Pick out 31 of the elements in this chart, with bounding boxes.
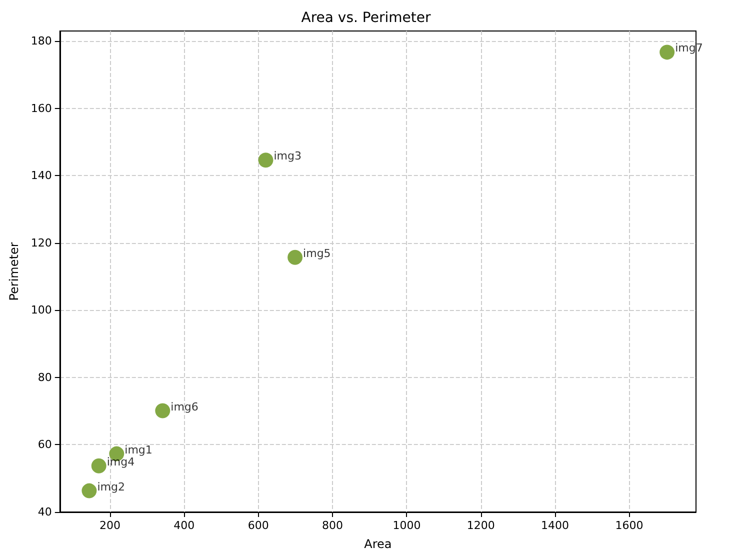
y-tick-label: 80 [38, 370, 52, 384]
y-axis-title: Perimeter [7, 242, 21, 301]
point [155, 403, 170, 418]
y-tick-label: 40 [38, 506, 52, 518]
x-tick-label: 1600 [615, 519, 644, 532]
annotation: img2 [97, 480, 125, 494]
x-tick-label: 800 [322, 519, 344, 532]
point [288, 250, 303, 265]
x-tick-label: 600 [248, 519, 269, 532]
point [258, 152, 274, 168]
annotation: img3 [274, 150, 302, 163]
annotation: img6 [170, 400, 198, 414]
x-tick-label: 1400 [541, 519, 570, 532]
point [660, 44, 675, 60]
annotation: img4 [106, 455, 135, 468]
y-tick-label: 140 [30, 169, 52, 182]
point [82, 483, 97, 498]
x-axis-title: Area [364, 537, 392, 551]
x-tick-label: 1200 [466, 519, 495, 532]
x-tick-label: 200 [99, 519, 120, 532]
y-tick-label: 60 [38, 438, 52, 452]
x-tick-label: 1000 [392, 519, 421, 532]
x-tick-label: 400 [174, 519, 195, 532]
y-tick-label: 160 [30, 102, 52, 115]
y-tick-label: 100 [30, 304, 52, 317]
annotation: img5 [303, 246, 331, 260]
y-tick-label: 120 [30, 236, 52, 250]
point [91, 458, 106, 474]
y-tick-label: 180 [30, 34, 52, 48]
annotation: img1 [124, 443, 152, 456]
chart-title: Area vs. Perimeter [301, 10, 431, 26]
